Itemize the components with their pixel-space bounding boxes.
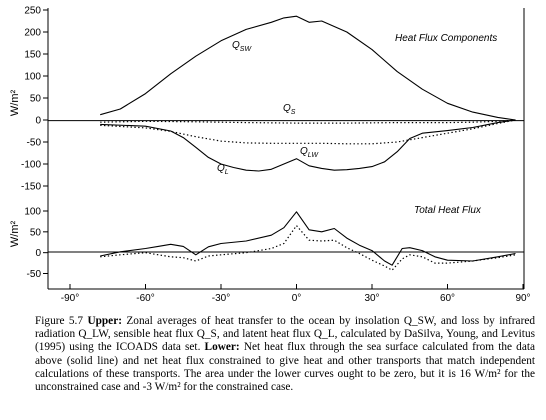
upper-panel: -150 -100 -50 0 50 100 150 200 250 W/m² Heat Flu… bbox=[9, 6, 525, 193]
upper-y-tick-label: -150 bbox=[21, 182, 41, 193]
caption-upper-text: Zonal averages of heat transfer to the o… bbox=[35, 315, 535, 354]
lower-series-line-1 bbox=[100, 225, 516, 271]
caption-label: Figure 5.7 bbox=[35, 315, 84, 327]
heat-flux-figure: -150 -100 -50 0 50 100 150 200 250 W/m² Heat Flu… bbox=[9, 6, 531, 305]
lower-y-axis-title: W/m² bbox=[9, 221, 21, 248]
upper-y-tick-label: 150 bbox=[24, 50, 41, 61]
lower-panel-title: Total Heat Flux bbox=[414, 205, 482, 216]
x-tick-label: 90° bbox=[515, 293, 530, 304]
upper-y-tick-label: 250 bbox=[24, 6, 41, 17]
upper-y-tick-label: 50 bbox=[30, 94, 42, 105]
x-tick-label: -90° bbox=[61, 293, 79, 304]
upper-y-tick-label: -50 bbox=[27, 138, 42, 149]
upper-y-tick-label: 100 bbox=[24, 72, 41, 83]
qs-label: QS bbox=[283, 103, 296, 116]
lower-y-tick-label: 100 bbox=[24, 207, 41, 218]
lower-series-line-0 bbox=[100, 211, 516, 266]
figure-caption: Figure 5.7 Upper: Zonal averages of heat… bbox=[35, 315, 535, 394]
x-tick-label: 30° bbox=[364, 293, 379, 304]
lower-y-tick-label: -50 bbox=[27, 269, 42, 280]
upper-series-line-2 bbox=[100, 119, 516, 145]
upper-y-axis-title: W/m² bbox=[9, 90, 21, 117]
ql-label: QL bbox=[217, 163, 229, 176]
caption-lower-heading: Lower: bbox=[204, 341, 240, 354]
upper-series-line-3 bbox=[100, 119, 516, 172]
lower-y-tick-label: 0 bbox=[35, 248, 41, 259]
qsw-label: QSW bbox=[232, 40, 252, 53]
upper-series-line-1 bbox=[100, 119, 516, 124]
caption-upper-heading: Upper: bbox=[87, 315, 122, 327]
upper-y-tick-label: 0 bbox=[35, 116, 41, 127]
x-tick-label: -30° bbox=[212, 293, 230, 304]
upper-y-tick-label: -100 bbox=[21, 160, 41, 171]
qlw-label: QLW bbox=[300, 146, 319, 159]
x-tick-label: -60° bbox=[136, 293, 154, 304]
caption-lower-text: Net heat flux through the sea surface ca… bbox=[35, 341, 536, 394]
x-tick-label: 0° bbox=[292, 293, 302, 304]
lower-panel: -50 0 50 100 -90° -60° -30° 0° 30° 60° 90° W/m² T… bbox=[9, 190, 531, 304]
upper-panel-title: Heat Flux Components bbox=[395, 33, 497, 44]
lower-y-tick-label: 50 bbox=[30, 227, 42, 238]
upper-series-line-0 bbox=[100, 15, 516, 121]
x-tick-label: 60° bbox=[440, 293, 455, 304]
upper-y-tick-label: 200 bbox=[24, 28, 41, 39]
